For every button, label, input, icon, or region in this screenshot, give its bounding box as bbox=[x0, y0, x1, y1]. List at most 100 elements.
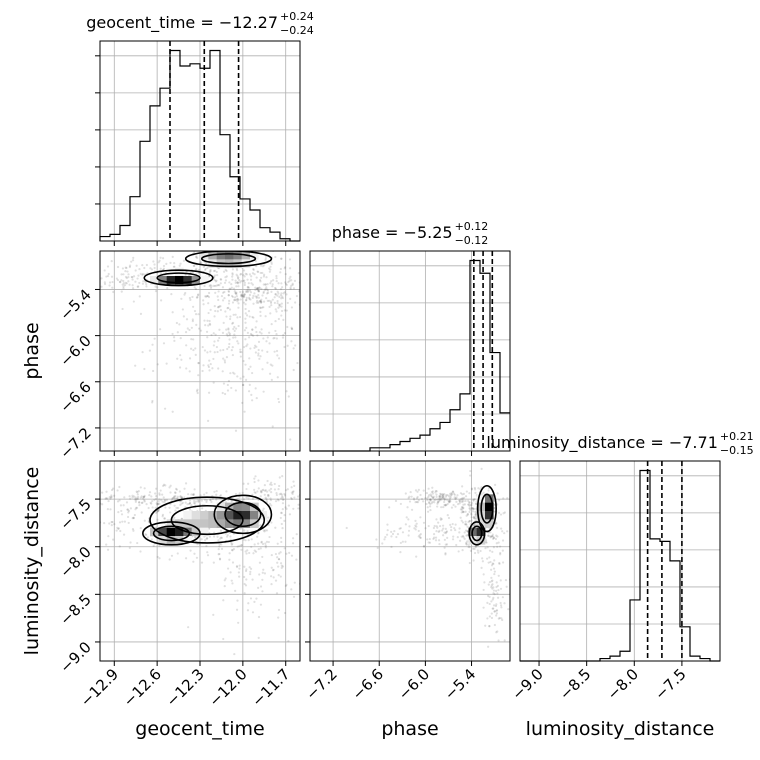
sample-point bbox=[168, 558, 171, 561]
sample-point bbox=[246, 286, 250, 289]
sample-point bbox=[119, 504, 123, 507]
sample-point bbox=[240, 293, 243, 296]
sample-point bbox=[212, 332, 215, 335]
sample-point bbox=[236, 599, 239, 602]
sample-point bbox=[465, 534, 468, 537]
sample-point bbox=[178, 490, 181, 493]
sample-point bbox=[247, 497, 250, 500]
sample-point bbox=[265, 490, 269, 493]
sample-point bbox=[186, 503, 189, 506]
sample-point bbox=[454, 497, 457, 500]
sample-point bbox=[424, 527, 427, 530]
sample-point bbox=[156, 555, 159, 559]
sample-point bbox=[451, 538, 455, 541]
sample-point bbox=[500, 617, 503, 620]
sample-point bbox=[289, 297, 292, 300]
sample-point bbox=[229, 535, 232, 538]
sample-point bbox=[409, 490, 412, 494]
sample-point bbox=[214, 284, 217, 288]
axes-frame bbox=[519, 460, 721, 662]
sample-point bbox=[235, 291, 238, 294]
sample-point bbox=[142, 497, 145, 500]
sample-point bbox=[214, 280, 217, 283]
sample-point bbox=[268, 502, 272, 505]
sample-point bbox=[375, 538, 378, 541]
sample-point bbox=[452, 535, 455, 538]
sample-point bbox=[251, 328, 254, 331]
sample-point bbox=[150, 268, 154, 271]
sample-point bbox=[208, 527, 211, 530]
sample-point bbox=[246, 331, 249, 334]
sample-point bbox=[223, 281, 227, 284]
sample-point bbox=[126, 508, 129, 511]
sample-point bbox=[249, 570, 252, 573]
sample-point bbox=[260, 540, 263, 543]
sample-point bbox=[290, 326, 293, 329]
sample-point bbox=[242, 498, 246, 501]
sample-point bbox=[212, 357, 215, 361]
sample-point bbox=[449, 494, 452, 497]
sample-point bbox=[271, 285, 274, 288]
sample-point bbox=[115, 277, 119, 280]
sample-point bbox=[441, 529, 444, 532]
sample-point bbox=[171, 496, 174, 500]
sample-point bbox=[282, 318, 285, 321]
sample-point bbox=[184, 273, 187, 276]
sample-point bbox=[281, 498, 285, 501]
sample-point bbox=[271, 298, 274, 301]
sample-point bbox=[495, 612, 499, 615]
sample-point bbox=[312, 310, 314, 312]
sample-point bbox=[241, 383, 245, 387]
sample-point bbox=[253, 488, 256, 491]
sample-point bbox=[143, 500, 146, 503]
sample-point bbox=[248, 357, 251, 360]
sample-point bbox=[172, 496, 175, 500]
sample-point bbox=[127, 273, 130, 276]
sample-point bbox=[222, 382, 226, 385]
sample-point bbox=[217, 290, 220, 293]
sample-point bbox=[122, 279, 125, 283]
sample-point bbox=[245, 496, 248, 499]
sample-point bbox=[445, 498, 448, 501]
sample-point bbox=[261, 571, 264, 574]
sample-point bbox=[257, 479, 260, 482]
sample-point bbox=[118, 499, 121, 502]
sample-point bbox=[461, 549, 464, 552]
x-tick-label: −7.5 bbox=[651, 665, 689, 703]
sample-point bbox=[153, 498, 156, 502]
sample-point bbox=[416, 501, 420, 504]
sample-point bbox=[244, 321, 247, 324]
sample-point bbox=[474, 513, 477, 516]
y-tick-label: −7.5 bbox=[56, 495, 94, 533]
title-main: luminosity_distance = −7.71 bbox=[486, 433, 717, 453]
sample-point bbox=[282, 292, 285, 295]
sample-point bbox=[440, 496, 443, 499]
sample-point bbox=[498, 499, 501, 502]
sample-point bbox=[227, 302, 231, 305]
sample-point bbox=[246, 285, 249, 289]
sample-point bbox=[245, 298, 248, 301]
sample-point bbox=[228, 342, 231, 346]
sample-point bbox=[462, 496, 466, 499]
sample-point bbox=[231, 268, 234, 271]
sample-point bbox=[482, 573, 485, 576]
sample-point bbox=[131, 278, 134, 281]
sample-point bbox=[422, 500, 425, 503]
sample-point bbox=[254, 550, 258, 553]
sample-point bbox=[269, 363, 272, 366]
sample-point bbox=[399, 541, 402, 545]
sample-point bbox=[234, 389, 237, 392]
sample-point bbox=[198, 499, 201, 502]
sample-point bbox=[169, 491, 172, 494]
sample-point bbox=[240, 293, 243, 297]
sample-point bbox=[253, 543, 256, 546]
density-cell bbox=[175, 519, 184, 528]
sample-point bbox=[158, 492, 161, 495]
sample-point bbox=[218, 558, 222, 561]
sample-point bbox=[422, 521, 426, 524]
sample-point bbox=[219, 305, 222, 308]
sample-point bbox=[118, 485, 121, 489]
sample-point bbox=[250, 393, 253, 396]
sample-point bbox=[461, 493, 464, 496]
sample-point bbox=[180, 358, 183, 361]
